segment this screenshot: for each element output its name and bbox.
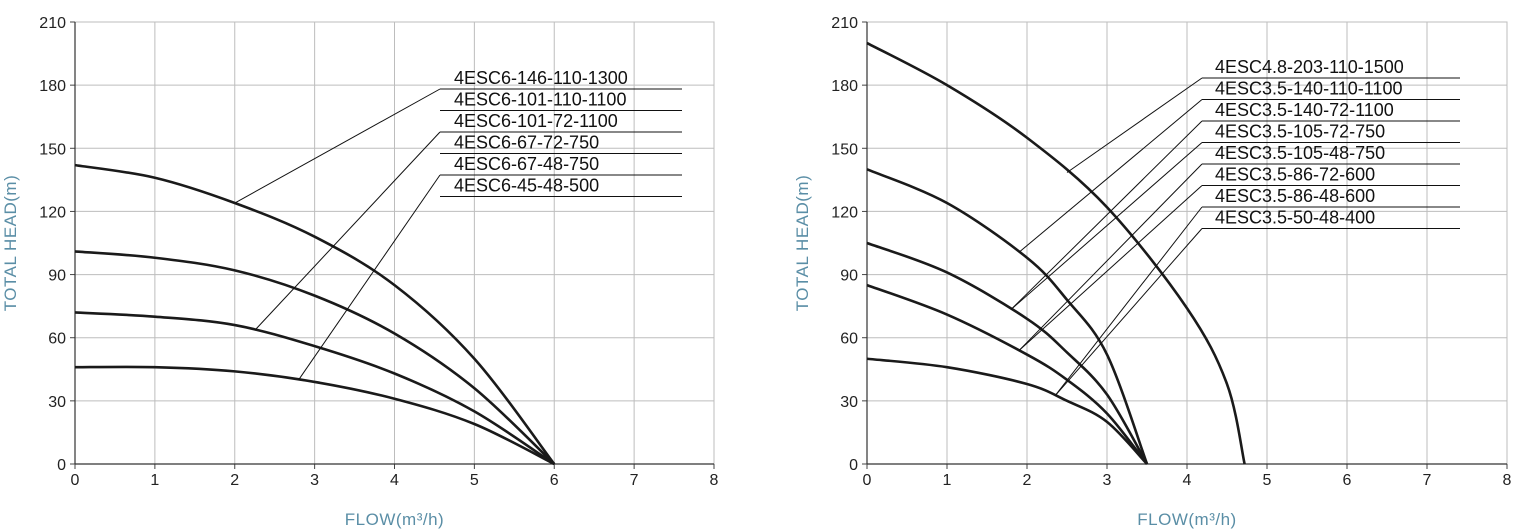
x-tick-label: 7 [1423,472,1432,489]
leader-line [1066,77,1203,173]
y-axis-label: TOTAL HEAD(m) [1,175,20,312]
series-line-2 [74,250,556,465]
series-line-3 [74,311,555,466]
series-line-6 [867,285,1147,464]
leader-line [1010,142,1203,310]
legend-label-3: 4ESC3.5-140-72-1100 [1215,100,1394,120]
leader-line [1054,228,1203,397]
leader-line [254,131,441,331]
legend-label-3: 4ESC6-101-72-1100 [454,111,618,131]
legend-label-6: 4ESC6-45-48-500 [454,176,599,196]
y-tick-label: 120 [831,204,858,221]
y-tick-label: 60 [48,331,66,348]
legend-label-4: 4ESC3.5-105-72-750 [1215,122,1385,142]
y-tick-label: 60 [840,331,858,348]
x-tick-label: 8 [1503,472,1512,489]
y-tick-label: 150 [39,141,66,158]
series-line-5 [866,283,1149,465]
series-line-3 [866,241,1149,465]
legend-label-5: 4ESC3.5-105-48-750 [1215,143,1385,163]
leader-line [1018,185,1203,351]
y-tick-label: 90 [840,268,858,285]
x-axis-label: FLOW(m³/h) [345,510,444,529]
y-tick-label: 30 [840,394,858,411]
y-tick-label: 0 [849,457,858,474]
legend-label-6: 4ESC3.5-86-72-600 [1215,165,1375,185]
legend-label-4: 4ESC6-67-72-750 [454,133,599,153]
x-tick-label: 3 [310,472,319,489]
leader-line [298,174,441,381]
x-tick-label: 2 [230,472,239,489]
y-tick-label: 210 [39,15,66,32]
series-line-1 [74,163,556,465]
x-tick-label: 7 [630,472,639,489]
chart-left: 0 1 2 3 4 5 6 7 8 0 30 60 90 120 150 180 210 FLOW(m³/h) TO… [1,15,719,529]
chart-right: 0 1 2 3 4 5 6 7 8 0 30 60 90 120 150 180 210 FLOW(m³/h) TO… [793,15,1512,529]
y-tick-label: 120 [39,204,66,221]
x-tick-label: 3 [1103,472,1112,489]
y-tick-label: 180 [39,78,66,95]
series-line-2 [866,168,1149,465]
x-tick-label: 6 [550,472,559,489]
x-axis-label: FLOW(m³/h) [1137,510,1236,529]
legend-label-8: 4ESC3.5-50-48-400 [1215,208,1375,228]
x-tick-label: 0 [863,472,872,489]
y-tick-label: 150 [831,141,858,158]
x-tick-label: 0 [71,472,80,489]
series-line-4 [867,243,1147,464]
y-tick-label: 90 [48,268,66,285]
leader-line [1054,206,1203,397]
legend-label-1: 4ESC6-146-110-1300 [454,68,628,88]
x-tick-label: 1 [943,472,952,489]
legend-label-5: 4ESC6-67-48-750 [454,154,599,174]
leader-line [234,88,441,204]
series-line-7 [866,357,1148,465]
x-tick-label: 4 [1183,472,1192,489]
series-line-5 [74,365,555,466]
x-tick-label: 8 [710,472,719,489]
y-tick-label: 180 [831,78,858,95]
x-tick-label: 6 [1343,472,1352,489]
x-tick-label: 5 [470,472,479,489]
legend-label-1: 4ESC4.8-203-110-1500 [1215,57,1404,77]
leader-line [1010,120,1203,310]
x-tick-label: 5 [1263,472,1272,489]
legend-label-2: 4ESC3.5-140-110-1100 [1215,79,1402,99]
x-tick-label: 4 [390,472,399,489]
legend-label-7: 4ESC3.5-86-48-600 [1215,186,1375,206]
y-tick-label: 0 [57,457,66,474]
legend-label-2: 4ESC6-101-110-1100 [454,90,626,110]
x-tick-label: 2 [1023,472,1032,489]
y-tick-label: 30 [48,394,66,411]
leader-line [1018,163,1203,351]
x-tick-label: 1 [150,472,159,489]
y-axis-label: TOTAL HEAD(m) [793,175,812,312]
y-tick-label: 210 [831,15,858,32]
leader-line [1018,99,1203,253]
series-line-1 [866,41,1246,465]
